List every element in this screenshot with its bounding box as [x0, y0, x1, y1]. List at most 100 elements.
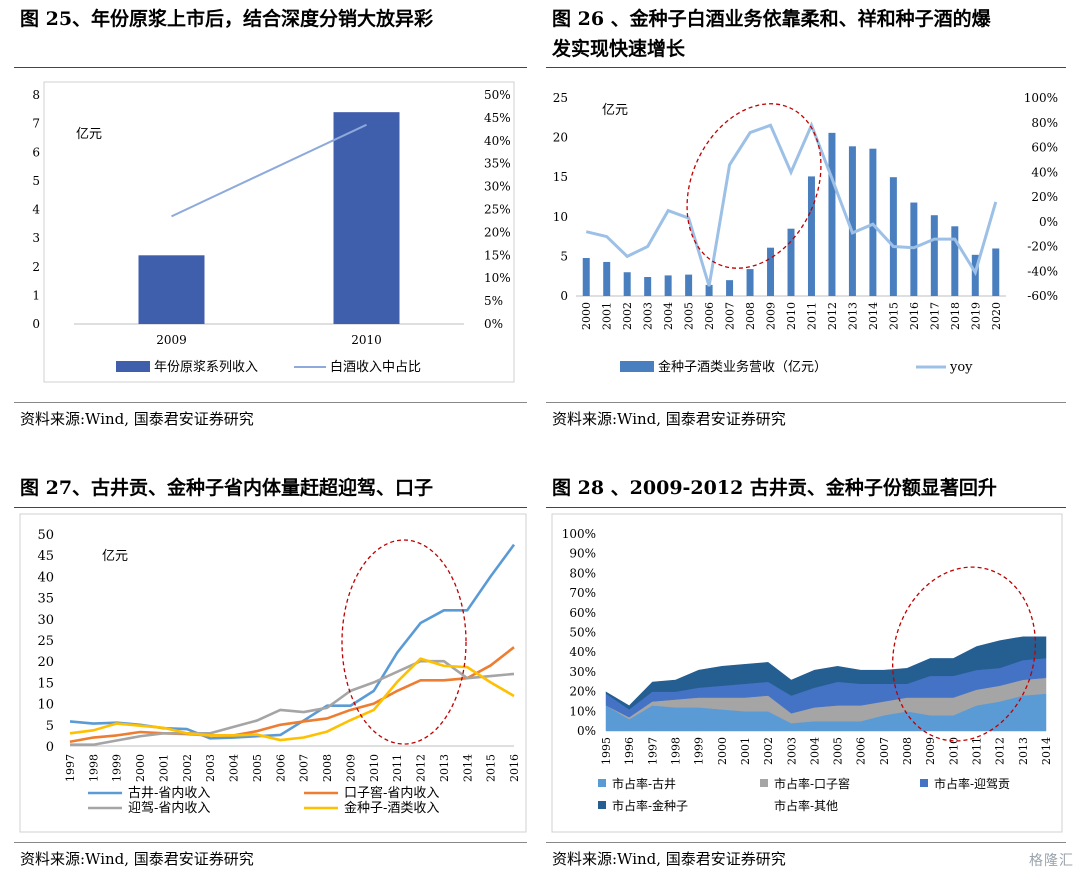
fig27-x-tick: 2009 — [344, 754, 357, 782]
fig25-y-tick: 1 — [32, 288, 40, 302]
fig28-legend-swatch — [598, 779, 606, 787]
fig25-legend-bar-label: 年份原浆系列收入 — [154, 360, 258, 375]
fig26-x-tick: 2012 — [826, 302, 839, 330]
fig25-source: 资料来源:Wind, 国泰君安证券研究 — [20, 410, 254, 428]
fig26-x-tick: 2008 — [744, 302, 757, 330]
fig25-y2-tick: 45% — [484, 111, 511, 125]
fig27-legend-label: 迎驾-省内收入 — [128, 800, 210, 816]
fig28-x-tick: 2013 — [1017, 737, 1030, 765]
fig25-y-tick: 3 — [32, 231, 40, 245]
fig25-y-tick: 5 — [32, 174, 40, 188]
fig25-bottom-rule — [14, 402, 527, 403]
fig28-legend-label: 市占率-其他 — [774, 798, 838, 813]
fig27-source: 资料来源:Wind, 国泰君安证券研究 — [20, 850, 254, 868]
fig28-y-tick: 90% — [569, 547, 596, 561]
fig25-y2-tick: 30% — [484, 180, 511, 194]
fig27-x-tick: 2014 — [461, 754, 474, 782]
fig26-x-tick: 2015 — [887, 302, 900, 330]
fig27-x-tick: 2015 — [485, 754, 498, 782]
fig26-y2-tick: 60% — [1031, 141, 1058, 155]
fig27-x-tick: 1998 — [87, 754, 100, 782]
fig26-x-tick: 2006 — [703, 302, 716, 330]
fig26-x-tick: 2003 — [642, 302, 655, 330]
fig28-x-tick: 1996 — [623, 737, 636, 765]
fig28-legend-label: 市占率-迎驾贡 — [934, 776, 1010, 791]
fig25-y-tick: 2 — [32, 260, 40, 274]
fig27-y-tick: 45 — [37, 549, 54, 564]
fig26-x-tick: 2004 — [662, 302, 675, 330]
fig28-x-tick: 2004 — [808, 737, 821, 765]
watermark-logo: 格隆汇 — [1029, 853, 1074, 869]
fig27-x-tick: 2013 — [438, 754, 451, 782]
fig28-frame — [551, 513, 1063, 833]
fig26-unit-label: 亿元 — [602, 103, 628, 118]
fig26-x-tick: 2020 — [990, 302, 1003, 330]
fig28-x-tick: 2006 — [855, 737, 868, 765]
fig26-bar — [910, 202, 918, 296]
fig28-x-tick: 2003 — [785, 737, 798, 765]
fig26-y-tick: 20 — [553, 131, 568, 145]
fig26-bar — [685, 274, 693, 296]
fig26-bar — [992, 248, 1000, 296]
fig28-legend-swatch — [598, 801, 606, 809]
fig28-legend-swatch — [920, 779, 928, 787]
fig27-y-tick: 50 — [37, 528, 54, 543]
fig26-y2-tick: -60% — [1027, 289, 1058, 303]
fig26-bar — [807, 176, 815, 296]
fig26-bar — [644, 276, 652, 296]
fig26-bar — [869, 148, 877, 296]
fig25-y2-tick: 0% — [484, 317, 503, 331]
fig28-y-tick: 50% — [569, 626, 596, 640]
fig26-x-tick: 2018 — [949, 302, 962, 330]
fig26-y-tick: 10 — [553, 210, 568, 224]
fig26-bar — [603, 261, 611, 296]
fig27-gujing-line — [69, 543, 516, 740]
fig26-bar — [787, 228, 795, 296]
fig28-x-tick: 2002 — [762, 737, 775, 765]
fig27-y-tick: 20 — [37, 655, 54, 670]
fig26-y-tick: 5 — [560, 249, 568, 263]
fig28-x-tick: 2011 — [971, 737, 984, 765]
fig27-y-tick: 40 — [37, 570, 54, 585]
fig27-x-tick: 2010 — [368, 754, 381, 782]
fig27-highlight-ellipse — [341, 539, 467, 745]
fig28-legend-label: 市占率-金种子 — [612, 798, 688, 813]
fig27-top-rule — [14, 507, 527, 508]
fig26-y-tick: 0 — [560, 289, 568, 303]
fig28-top-rule — [546, 507, 1066, 508]
fig27-y-tick: 30 — [37, 613, 54, 628]
fig27-x-tick: 2004 — [228, 754, 241, 782]
fig28-x-tick: 2005 — [832, 737, 845, 765]
fig27-y-tick: 35 — [37, 592, 54, 607]
fig26-bottom-rule — [546, 402, 1066, 403]
fig26-bar — [746, 269, 754, 296]
fig26-bar — [582, 257, 590, 296]
fig25-y2-tick: 20% — [484, 225, 511, 239]
fig27-bottom-rule — [14, 842, 527, 843]
fig26-bar — [951, 226, 959, 296]
fig26-title-line1: 图 26 、金种子白酒业务依靠柔和、祥和种子酒的爆 — [552, 8, 991, 30]
fig26-bar — [930, 215, 938, 296]
fig28-x-tick: 2012 — [994, 737, 1007, 765]
fig27-y-tick: 25 — [37, 634, 54, 649]
fig26-x-tick: 2014 — [867, 302, 880, 330]
fig25-legend-line-label: 白酒收入中占比 — [330, 359, 421, 375]
fig27-kouzi-line — [69, 646, 515, 744]
fig26-bar — [664, 275, 672, 296]
fig27-yingjia-line — [70, 659, 515, 747]
fig27-x-tick: 2012 — [415, 754, 428, 782]
fig28-bottom-rule — [546, 842, 1066, 843]
fig25-y2-tick: 5% — [484, 294, 503, 308]
fig28-legend-label: 市占率-口子窖 — [774, 776, 850, 791]
fig26-top-rule — [546, 67, 1066, 68]
fig28-x-tick: 2000 — [716, 737, 729, 765]
fig28-x-tick: 1998 — [669, 737, 682, 765]
fig28-y-tick: 0% — [577, 724, 596, 738]
fig27-frame — [19, 513, 527, 833]
fig26-chart: 0 5 10 15 20 25 -60% -40% -20% 0% 20% 40% 60% 80% 100%… — [553, 91, 1058, 375]
fig25-legend-bar-swatch — [116, 361, 150, 372]
fig26-y2-tick: 0% — [1039, 215, 1058, 229]
fig27-legend-label: 古井-省内收入 — [128, 785, 210, 801]
fig25-y2-tick: 40% — [484, 134, 511, 148]
fig26-x-tick: 2005 — [683, 302, 696, 330]
